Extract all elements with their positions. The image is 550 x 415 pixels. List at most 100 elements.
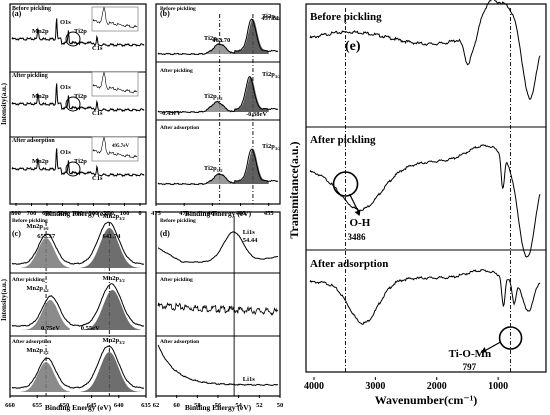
- panel-e-label: (e): [345, 39, 361, 54]
- panel-a-row-title: After adsorption: [12, 138, 55, 144]
- panel-d-peak-label: Li1s: [243, 376, 255, 383]
- panel-e-row-title: After adsorption: [310, 258, 388, 270]
- panel-b-row-title: Before pickling: [160, 6, 196, 12]
- panel-c-xlabel: Binding Energy (eV): [45, 403, 112, 412]
- panel-c-x-tick-label: 635: [141, 402, 152, 409]
- panel-b-spectrum: [157, 18, 279, 56]
- panel-c-row-title: Before pickling: [12, 218, 48, 224]
- panel-a-peak-label: Ti2p: [74, 158, 87, 165]
- panel-d-x-tick-label: 50: [277, 402, 284, 409]
- panel-a-peak-label: Mn2p: [32, 28, 49, 35]
- panel-d-spectrum: [157, 344, 279, 387]
- panel-c-peak-value: 641.74: [102, 233, 121, 240]
- panel-c-x-tick-label: 660: [5, 402, 15, 409]
- panel-d-x-tick-label: 52: [256, 402, 263, 409]
- panel-e-arrow: [349, 193, 361, 215]
- panel-e-row-title: After pickling: [310, 134, 376, 146]
- panel-a-marker-circle: [65, 96, 81, 112]
- panel-a-x-tick-label: 200: [104, 210, 114, 217]
- panel-c-label: (c): [12, 229, 21, 238]
- panel-c-x-tick-label: 650: [60, 402, 70, 409]
- panel-a-inset-curve: [92, 71, 138, 94]
- panel-a-x-tick-label: 100: [120, 210, 130, 217]
- panel-e-spectrum: [309, 144, 541, 258]
- panel-b-peak-label: Ti2p3/2: [262, 71, 281, 79]
- panel-d-x-tick-label: 60: [173, 402, 180, 409]
- panel-e-annotation-value: 3486: [348, 232, 367, 242]
- panel-b-peak-fill: [234, 149, 269, 184]
- panel-a-peak-label: C1s: [92, 175, 103, 182]
- panel-b-frame: [155, 3, 281, 205]
- panel-e-annotation-value: 797: [463, 362, 477, 372]
- panel-c-peak-label: Mn2p3/2: [102, 337, 125, 345]
- panel-c-shift: 0.55eV: [81, 325, 100, 332]
- panel-b-label: (b): [160, 9, 170, 18]
- panel-a-peak-label: C1s: [92, 110, 103, 117]
- panel-e-x-tick-label: 1000: [488, 381, 508, 392]
- panel-d-row-title: After adsorption: [160, 339, 199, 345]
- panel-e-x-tick-label: 2000: [427, 381, 447, 392]
- panel-e-spectrum: [309, 269, 541, 325]
- panel-e-xlabel: Wavenumber(cm⁻¹): [375, 393, 478, 407]
- panel-c-peak-fill: [80, 228, 141, 268]
- panel-c-x-tick-label: 640: [114, 402, 124, 409]
- panel-d-xlabel: Binding Energy (eV): [185, 403, 252, 412]
- panel-b-peak-fill: [201, 102, 235, 112]
- panel-e-marker-circle: [332, 171, 359, 197]
- panel-d-spectrum: [158, 231, 279, 263]
- panel-a-peak-label: O1s: [60, 19, 71, 26]
- panel-b-peak-label: Ti2p1/2: [204, 35, 223, 43]
- panel-b-peak-label: Ti2p1/2: [204, 165, 223, 173]
- panel-c-peak-label: Mn2p1/2: [26, 223, 49, 231]
- panel-c-spectrum: [11, 283, 145, 327]
- panel-b-peak-fill: [234, 19, 269, 54]
- panel-c-peak-fill: [20, 238, 70, 268]
- panel-c-peak-fill: [20, 362, 70, 392]
- panel-a-x-tick-label: 400: [73, 210, 83, 217]
- panel-a-marker-circle: [65, 161, 81, 177]
- panel-a-peak-label: Mn2p: [32, 158, 49, 165]
- panel-e-arrowhead: [354, 210, 361, 216]
- panel-b-shift: -0.43eV: [160, 110, 181, 117]
- panel-c-peak-label: Mn2p1/2: [26, 285, 49, 293]
- panel-a-peak-label: Mn2p: [32, 93, 49, 100]
- panel-a-peak-label: C1s: [92, 45, 103, 52]
- panel-e-row-title: Before pickling: [310, 11, 382, 23]
- panel-d-x-tick-label: 56: [215, 402, 222, 409]
- panel-c-peak-label: Mn2p1/2: [26, 347, 49, 355]
- panel-b-xlabel: Binding Energy (eV): [185, 209, 252, 218]
- panel-c-peak-label: Mn2p3/2: [102, 275, 125, 283]
- panel-a-xlabel: Binding Energy (eV): [45, 209, 112, 218]
- panel-d-x-tick-label: 54: [235, 402, 242, 409]
- panel-e-annotation: Ti-O-Mn: [449, 348, 492, 360]
- panel-b-shift: -0.38eV: [246, 111, 267, 118]
- panel-a-inset-curve: [92, 6, 138, 29]
- panel-b-x-tick-label: 470: [179, 210, 189, 217]
- panel-c-row-title: After pickling: [12, 277, 45, 283]
- panel-d-row-title: After pickling: [160, 277, 193, 283]
- panel-c-x-tick-label: 655: [32, 402, 43, 409]
- panel-a-ylabel: Intensity(a.u.): [0, 82, 8, 125]
- panel-a-inset-curve: [92, 136, 138, 159]
- panel-e-annotation: O-H: [350, 217, 371, 229]
- panel-a-peak-label: Ti2p: [74, 93, 87, 100]
- panel-e-x-tick-label: 4000: [304, 381, 324, 392]
- panel-a-x-tick-label: 800: [11, 210, 21, 217]
- panel-b-peak-label: Ti2p3/2: [262, 13, 281, 21]
- panel-b-peak-label: Ti2p1/2: [204, 93, 223, 101]
- panel-b-row-title: After adsorption: [160, 125, 199, 131]
- panel-b-peak-fill: [234, 77, 269, 112]
- panel-b-x-tick-label: 465: [207, 210, 218, 217]
- panel-a-x-tick-label: 500: [58, 210, 68, 217]
- panel-c-spectrum: [11, 345, 145, 389]
- panel-a-x-tick-label: 0: [138, 210, 141, 217]
- panel-b-x-tick-label: 460: [236, 210, 246, 217]
- panel-c-spectrum: [11, 221, 145, 265]
- panel-c-peak-fill: [80, 290, 141, 330]
- panel-d-frame: [155, 211, 281, 397]
- panel-a-row-title: After pickling: [12, 73, 48, 79]
- panel-d-x-tick-label: 62: [153, 402, 160, 409]
- panel-c-peak-value: 653.37: [37, 233, 56, 240]
